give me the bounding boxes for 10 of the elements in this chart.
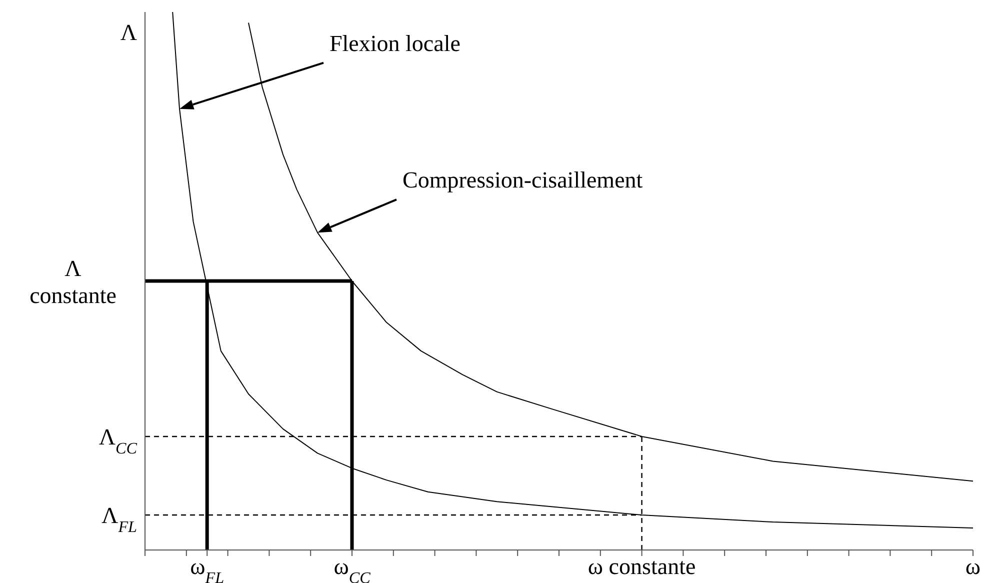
x-tick-label: ω — [965, 554, 981, 579]
annotation: Flexion locale — [330, 30, 460, 56]
ref-line-label: Λ constante — [30, 256, 116, 308]
x-tick-label: ω$_{CC}$ — [334, 554, 371, 583]
x-tick-label: ω constante — [588, 554, 696, 579]
x-tick-label: ω$_{FL}$ — [190, 554, 224, 583]
y-axis-title: Λ — [120, 20, 138, 45]
ref-line-label: Λ$_{CC}$ — [98, 424, 138, 457]
ref-line-label: Λ$_{FL}$ — [102, 503, 138, 536]
annotation: Compression-cisaillement — [402, 168, 644, 193]
